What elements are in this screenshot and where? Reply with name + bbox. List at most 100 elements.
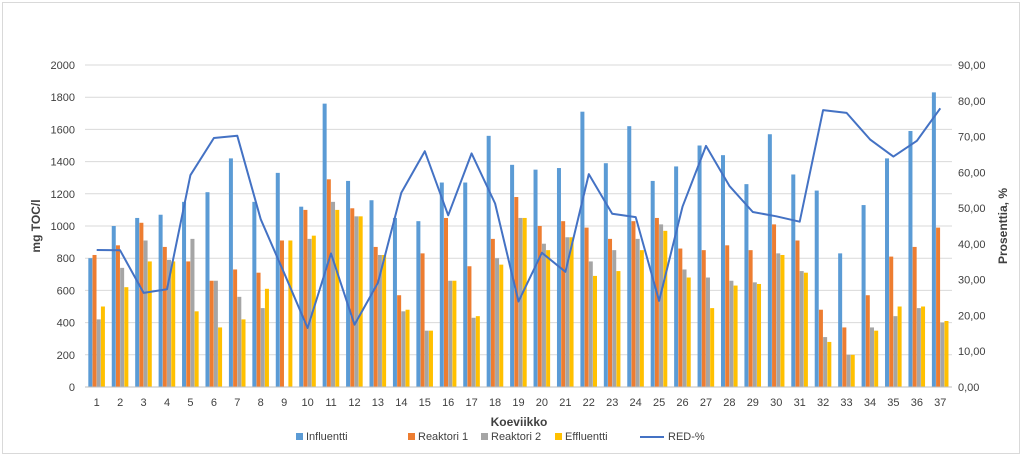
x-tick-label: 22 [583, 397, 595, 409]
bar-effluentti [757, 283, 762, 387]
bar-reaktori-1 [397, 295, 402, 387]
bar-influentti [931, 92, 936, 388]
bar-reaktori-2 [565, 237, 570, 387]
bar-reaktori-2 [893, 316, 898, 387]
bar-reaktori-2 [869, 327, 874, 387]
bar-influentti [486, 135, 491, 387]
bar-effluentti [147, 261, 152, 387]
bar-effluentti [452, 280, 457, 387]
bar-influentti [439, 182, 444, 387]
bar-reaktori-1 [678, 248, 683, 387]
bar-reaktori-2 [331, 201, 336, 387]
bar-reaktori-2 [237, 296, 242, 387]
bar-reaktori-1 [701, 250, 706, 387]
bar-influentti [674, 166, 679, 387]
bar-effluentti [358, 216, 363, 387]
bar-reaktori-1 [256, 272, 261, 387]
bar-effluentti [827, 341, 832, 387]
y-axis-ticks: 0 200 400 600 800 1000 1200 1400 1600 1800 2000 [51, 60, 75, 394]
bar-reaktori-2 [799, 271, 804, 387]
bar-influentti [744, 184, 749, 387]
bar-reaktori-1 [561, 221, 566, 387]
x-tick-label: 2 [117, 397, 123, 409]
x-tick-label: 12 [348, 397, 360, 409]
bar-reaktori-1 [725, 245, 730, 387]
bar-reaktori-2 [354, 216, 359, 387]
bar-reaktori-2 [143, 240, 148, 387]
y-tick-label: 1200 [51, 189, 75, 201]
y2-tick-label: 70,00 [958, 132, 986, 144]
y-tick-label: 800 [57, 253, 75, 265]
legend-swatch [408, 433, 415, 440]
y2-tick-label: 60,00 [958, 167, 986, 179]
bar-influentti [767, 134, 772, 387]
x-tick-label: 1 [94, 397, 100, 409]
bar-influentti [463, 182, 468, 387]
x-tick-label: 10 [301, 397, 313, 409]
x-tick-label: 37 [934, 397, 946, 409]
bar-reaktori-1 [631, 221, 636, 387]
bar-influentti [252, 201, 257, 387]
x-tick-label: 25 [653, 397, 665, 409]
y2-tick-label: 80,00 [958, 96, 986, 108]
bar-influentti [791, 174, 796, 387]
bar-effluentti [780, 254, 785, 387]
bar-reaktori-2 [705, 277, 710, 387]
bar-reaktori-1 [209, 280, 214, 387]
bar-influentti [88, 258, 93, 387]
bar-influentti [346, 180, 351, 387]
bar-reaktori-1 [490, 238, 495, 387]
bar-reaktori-1 [467, 266, 472, 387]
bar-reaktori-2 [307, 238, 312, 387]
bar-influentti [697, 145, 702, 387]
bar-effluentti [382, 254, 387, 387]
bar-influentti [182, 201, 187, 387]
x-tick-label: 21 [559, 397, 571, 409]
x-tick-label: 26 [676, 397, 688, 409]
bar-reaktori-2 [541, 243, 546, 387]
bar-reaktori-2 [471, 317, 476, 387]
bar-reaktori-1 [936, 227, 941, 387]
bar-influentti [533, 169, 538, 387]
bar-effluentti [124, 287, 129, 387]
bar-effluentti [850, 354, 855, 387]
x-tick-label: 36 [911, 397, 923, 409]
bar-influentti [603, 163, 608, 387]
bar-reaktori-1 [162, 246, 167, 387]
bar-influentti [392, 217, 397, 387]
legend-label: Effluentti [565, 431, 608, 443]
bar-effluentti [241, 319, 246, 387]
bar-influentti [228, 158, 233, 387]
x-tick-label: 30 [770, 397, 782, 409]
bar-reaktori-2 [659, 224, 664, 387]
x-tick-label: 24 [630, 397, 642, 409]
bar-reaktori-1 [772, 224, 777, 387]
y-tick-label: 2000 [51, 60, 75, 72]
bar-reaktori-1 [92, 254, 97, 387]
bar-influentti [135, 217, 140, 387]
bar-effluentti [100, 306, 105, 387]
bar-reaktori-2 [635, 238, 640, 387]
x-tick-label: 34 [864, 397, 876, 409]
bar-effluentti [592, 275, 597, 387]
bar-reaktori-2 [940, 322, 945, 387]
bar-effluentti [569, 237, 574, 387]
y-tick-label: 400 [57, 318, 75, 330]
bar-effluentti [546, 250, 551, 387]
x-tick-label: 13 [372, 397, 384, 409]
x-tick-label: 29 [747, 397, 759, 409]
y-tick-label: 1400 [51, 157, 75, 169]
legend-label: Influentti [306, 431, 348, 443]
x-tick-label: 14 [395, 397, 407, 409]
bar-reaktori-1 [537, 226, 542, 387]
bar-reaktori-2 [846, 354, 851, 387]
bar-reaktori-2 [424, 330, 429, 387]
bar-reaktori-2 [682, 269, 687, 387]
x-tick-label: 20 [536, 397, 548, 409]
x-tick-label: 18 [489, 397, 501, 409]
bar-reaktori-2 [96, 319, 101, 387]
legend-label: Reaktori 1 [418, 431, 468, 443]
x-tick-label: 9 [281, 397, 287, 409]
x-axis-label: Koeviikko [491, 415, 548, 429]
